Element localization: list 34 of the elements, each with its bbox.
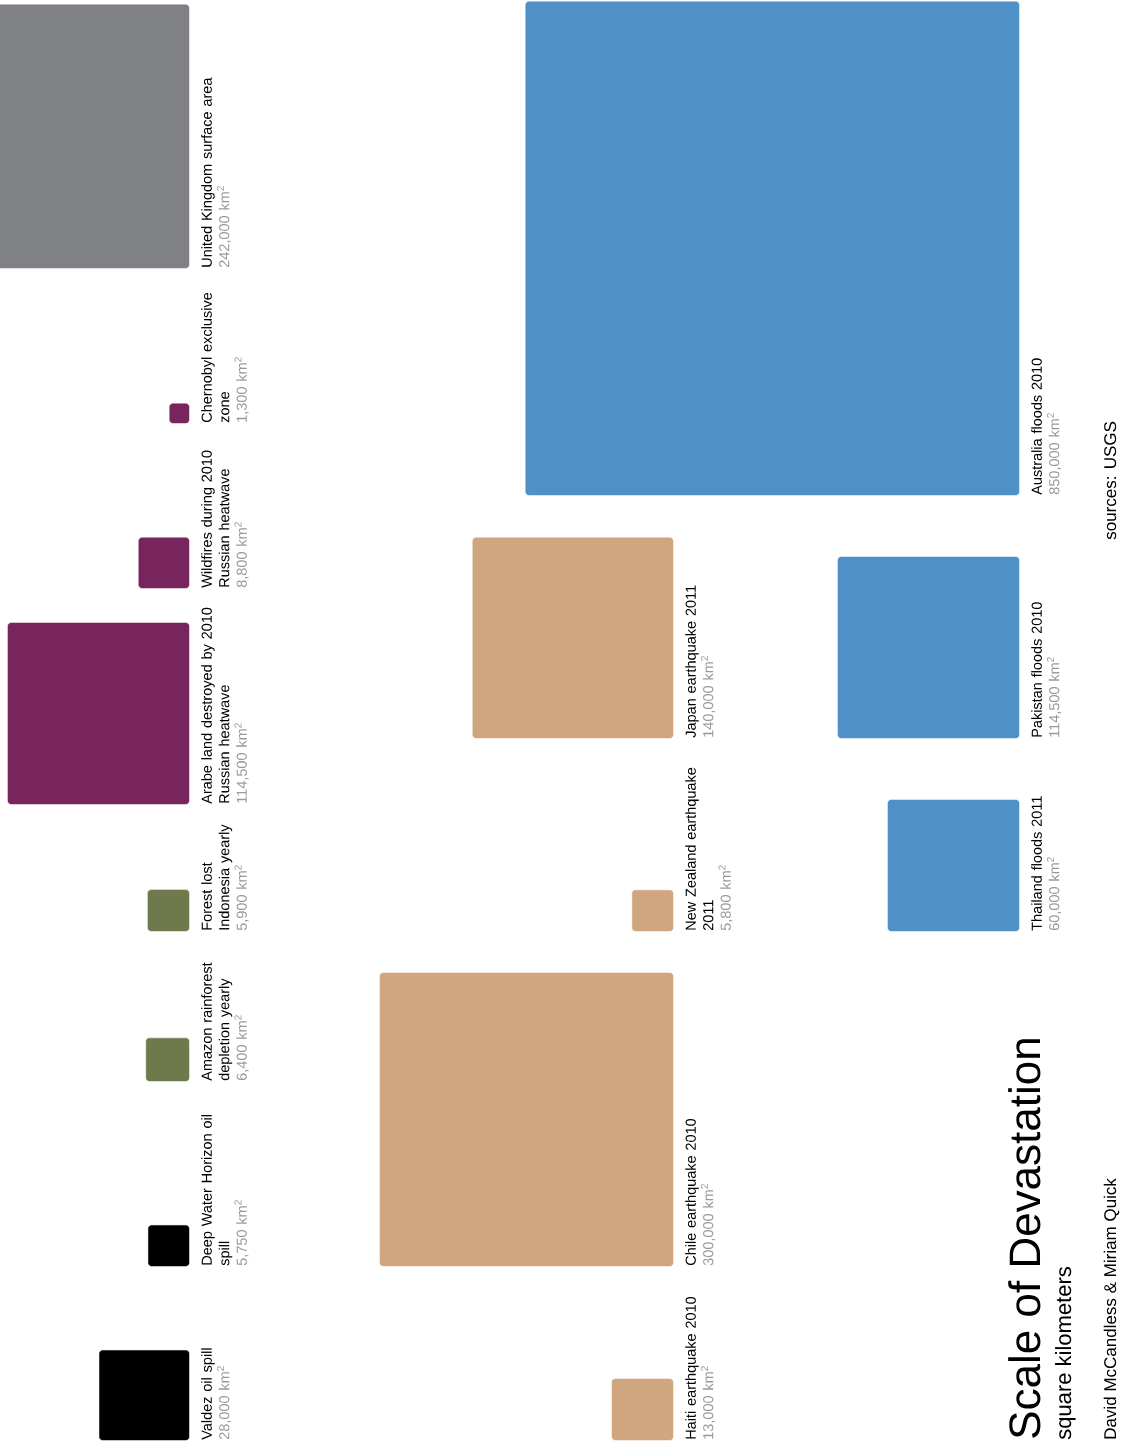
- text: Scale of Devastation: [1008, 1039, 1041, 1438]
- source-note: sources: USGS: [1104, 421, 1117, 540]
- data-label: 850,000 km$^{2}$: [1046, 413, 1062, 495]
- text: square kilometers: [1055, 1267, 1076, 1440]
- data-label: 8,800 km$^{2}$: [234, 522, 249, 588]
- data-label: 13,000 km$^{2}$: [700, 1366, 716, 1439]
- data-label: 140,000 km$^{2}$: [700, 656, 716, 737]
- category-label: Pakistan floods 2010: [1031, 602, 1042, 737]
- data-label: 114,500 km$^{2}$: [1046, 657, 1062, 737]
- category-label: Chile earthquake 2010: [685, 1118, 699, 1266]
- category-label: New Zealand earthquake 2011: [685, 767, 714, 931]
- data-label: 6,400 km$^{2}$: [234, 1015, 249, 1081]
- data-label: 60,000 km$^{2}$: [1046, 857, 1062, 931]
- data-label: 5,900 km$^{2}$: [234, 865, 249, 931]
- category-label: Australia floods 2010: [1031, 358, 1042, 495]
- category-label: Chernobyl exclusive zone: [201, 292, 230, 423]
- data-label: 28,000 km$^{2}$: [216, 1366, 232, 1440]
- data-label: 114,500 km$^{2}$: [234, 723, 249, 803]
- data-label: 5,800 km$^{2}$: [718, 865, 733, 931]
- data-label: 242,000 km$^{2}$: [216, 186, 232, 268]
- data-label: 5,750 km$^{2}$: [234, 1200, 249, 1266]
- text: David McCandless & Miriam Quick: [1103, 1178, 1120, 1439]
- category-label: Thailand floods 2011: [1031, 796, 1042, 931]
- category-label: Haiti earthquake 2010: [685, 1296, 699, 1439]
- category-label: Deep Water Horizon oil spill: [201, 1115, 233, 1266]
- category-label: Forest lost Indonesia yearly: [201, 824, 233, 930]
- category-label: Amazon rainforest depletion yearly: [201, 962, 233, 1081]
- category-label: Wildfires during 2010 Russian heatwave: [201, 450, 230, 588]
- category-label: Valdez oil spill: [201, 1348, 215, 1440]
- category-label: Japan earthquake 2011: [685, 585, 699, 738]
- data-label: 1,300 km$^{2}$: [234, 357, 249, 422]
- category-label: Arabe land destroyed by 2010 Russian heatwave: [201, 607, 230, 804]
- category-label: United Kingdom surface area: [201, 77, 215, 267]
- data-label: 300,000 km$^{2}$: [700, 1184, 716, 1266]
